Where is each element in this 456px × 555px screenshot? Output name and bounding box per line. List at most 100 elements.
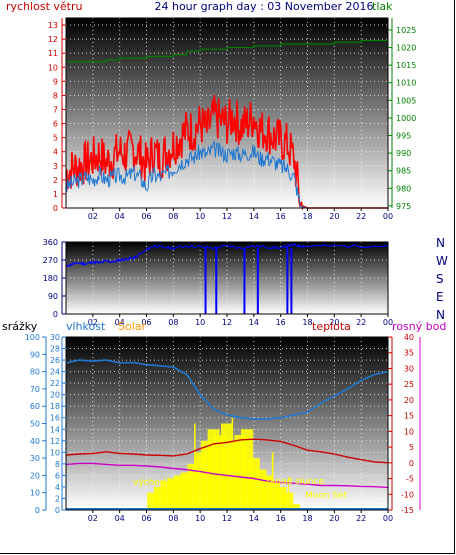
temperature-axis-tick-label: 20 [404, 396, 414, 405]
rain-axis-tick-label: 70 [30, 385, 40, 394]
wind-axis-tick-label: 8 [53, 91, 58, 100]
x-tick-label: 14 [249, 212, 259, 221]
x-tick-label: 14 [249, 318, 259, 327]
x-tick-label: 18 [302, 212, 312, 221]
temperature-axis-tick-label: 10 [404, 427, 414, 436]
x-tick-label: 22 [356, 212, 366, 221]
dewpoint-line [65, 462, 389, 489]
temperature-axis-tick-label: -5 [406, 475, 414, 484]
direction-axis-tick-label: 270 [43, 256, 58, 265]
compass-label: W [436, 254, 448, 268]
x-tick-label: 06 [141, 212, 151, 221]
temperature-label: teplota [312, 320, 351, 333]
x-tick-label: 14 [249, 514, 259, 523]
humidity-axis-tick-label: 22 [50, 379, 60, 388]
humidity-axis-tick-label: 4 [55, 483, 60, 492]
compass-label: N [436, 236, 445, 250]
pressure-label: tlak [372, 0, 393, 13]
humidity-line [65, 359, 389, 420]
x-tick-label: 20 [329, 212, 339, 221]
wind-axis-tick-label: 6 [53, 120, 58, 129]
pressure-axis-tick-label: 1015 [396, 61, 416, 70]
humidity-axis-tick-label: 30 [50, 333, 60, 342]
x-tick-label: 12 [222, 212, 232, 221]
temperature-axis-tick-label: -15 [401, 506, 414, 515]
humidity-label: vlhkost [66, 320, 106, 333]
sunset-annotation: západ slunce [265, 477, 325, 487]
rain-axis-tick-label: 100 [25, 333, 40, 342]
wind-axis-tick-label: 10 [48, 63, 58, 72]
humidity-axis-tick-label: 0 [55, 506, 60, 515]
wind-axis-tick-label: 5 [53, 134, 58, 143]
temperature-axis-tick-label: -10 [401, 490, 414, 499]
temperature-axis-tick-label: 0 [409, 459, 414, 468]
temperature-axis-tick-label: 35 [404, 349, 414, 358]
humidity-axis-tick-label: 8 [55, 460, 60, 469]
rain-axis-tick-label: 30 [30, 454, 40, 463]
x-tick-label: 18 [302, 514, 312, 523]
wind-direction-line [65, 242, 388, 268]
x-tick-label: 04 [115, 318, 125, 327]
pressure-axis-tick-label: 1010 [396, 79, 416, 88]
humidity-axis-tick-label: 16 [50, 414, 60, 423]
moonset-annotation: Moon Set [305, 491, 348, 501]
x-tick-label: 18 [302, 318, 312, 327]
wind-axis-tick-label: 13 [48, 21, 58, 30]
wind-axis-tick-label: 11 [48, 49, 58, 58]
humidity-axis-tick-label: 10 [50, 448, 60, 457]
x-tick-label: 06 [141, 514, 151, 523]
solar-bar [247, 458, 260, 510]
humidity-axis-tick-label: 2 [55, 494, 60, 503]
x-tick-label: 16 [276, 318, 286, 327]
pressure-axis-tick-label: 975 [396, 202, 411, 211]
compass-label: E [436, 290, 444, 304]
dewpoint-label: rosný bod [392, 320, 446, 333]
wind-average-line [65, 141, 388, 209]
rain-axis-tick-label: 90 [30, 350, 40, 359]
x-tick-label: 22 [356, 318, 366, 327]
x-tick-label: 02 [88, 212, 98, 221]
compass-label: N [436, 308, 445, 322]
pressure-axis-tick-label: 980 [396, 184, 411, 193]
temperature-axis-tick-label: 30 [404, 364, 414, 373]
x-tick-label: 10 [195, 318, 205, 327]
wind-axis-tick-label: 0 [53, 204, 58, 213]
rain-label: srážky [2, 320, 38, 333]
pressure-line [66, 39, 388, 63]
x-tick-label: 10 [195, 212, 205, 221]
chart-title: 24 hour graph day : 03 November 2016 [154, 0, 373, 13]
humidity-axis-tick-label: 24 [50, 368, 60, 377]
rain-axis-tick-label: 40 [30, 437, 40, 446]
solar-label: Solar [118, 320, 147, 333]
solar-bar [288, 504, 301, 510]
x-tick-label: 10 [195, 514, 205, 523]
rain-axis-tick-label: 10 [30, 489, 40, 498]
sunrise-annotation: východ slunce [133, 478, 198, 488]
x-tick-label: 04 [115, 212, 125, 221]
temperature-axis-tick-label: 40 [404, 333, 414, 342]
wind-speed-label: rychlost větru [6, 0, 82, 13]
pressure-axis-tick-label: 1005 [396, 96, 416, 105]
temperature-axis-tick-label: 15 [404, 412, 414, 421]
x-tick-label: 20 [329, 318, 339, 327]
x-tick-label: 22 [356, 514, 366, 523]
wind-axis-tick-label: 9 [53, 77, 58, 86]
direction-axis-tick-label: 360 [43, 238, 58, 247]
wind-axis-tick-label: 12 [48, 35, 58, 44]
direction-axis-tick-label: 180 [43, 274, 58, 283]
x-tick-label: 02 [88, 318, 98, 327]
x-tick-label: 00 [383, 318, 393, 327]
direction-axis-tick-label: 0 [53, 310, 58, 319]
pressure-axis-tick-label: 1020 [396, 44, 416, 53]
direction-axis-tick-label: 90 [48, 292, 58, 301]
rain-axis-tick-label: 20 [30, 471, 40, 480]
pressure-axis-tick-label: 990 [396, 149, 411, 158]
x-tick-label: 12 [222, 318, 232, 327]
pressure-axis-tick-label: 1000 [396, 114, 416, 123]
wind-axis-tick-label: 2 [53, 176, 58, 185]
pressure-axis-tick-label: 985 [396, 167, 411, 176]
rain-axis-tick-label: 80 [30, 368, 40, 377]
humidity-axis-tick-label: 6 [55, 471, 60, 480]
